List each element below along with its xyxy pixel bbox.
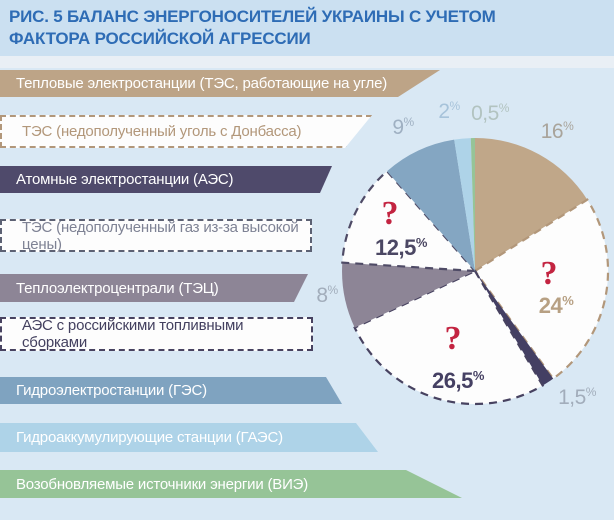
pie-slice-gaes: [454, 138, 475, 271]
pie-value-label-tes-coal: 16%: [541, 119, 574, 143]
pie-value-label-tes-no-gas: 12,5%: [375, 235, 428, 260]
pie-slice-ges: [387, 139, 475, 271]
pie-value-label-aes-rus-fuel: 26,5%: [432, 368, 485, 393]
pie-value-label-tes-no-coal: 24%: [539, 293, 574, 318]
question-mark-tes-no-gas: ?: [382, 195, 399, 232]
pie-value-label-vie: 0,5%: [471, 101, 510, 125]
pie-value-label-gaes: 2%: [438, 99, 460, 123]
pie-slice-aes-rus-fuel: [353, 269, 545, 406]
legend-item-aes-rus-fuel: АЭС с российскими топливными сборками: [0, 317, 313, 351]
legend-label: Теплоэлектроцентрали (ТЭЦ): [16, 279, 219, 297]
pie-slice-aes: [475, 271, 554, 386]
legend-label: Гидроаккумулирующие станции (ГАЭС): [16, 429, 283, 446]
legend-item-tes-coal: Тепловые электростанции (ТЭС, работающие…: [0, 70, 440, 97]
question-mark-aes-rus-fuel: ?: [445, 320, 462, 357]
legend-item-vie: Возобновляемые источники энергии (ВИЭ): [0, 470, 462, 498]
legend-label: Атомные электростанции (АЭС): [16, 171, 234, 188]
legend-item-tes-no-coal: ТЭС (недополученный уголь с Донбасса): [0, 115, 372, 148]
legend-item-ges: Гидроэлектростанции (ГЭС): [0, 377, 342, 404]
figure-title: РИС. 5 БАЛАНС ЭНЕРГОНОСИТЕЛЕЙ УКРАИНЫ С …: [9, 7, 496, 49]
legend-label: ТЭС (недополученный газ из-за высокой це…: [22, 218, 299, 253]
legend-label: Возобновляемые источники энергии (ВИЭ): [16, 475, 309, 493]
legend-label: Тепловые электростанции (ТЭС, работающие…: [16, 75, 388, 92]
question-mark-tes-no-coal: ?: [541, 255, 558, 292]
title-divider: [0, 56, 614, 68]
legend-item-tes-no-gas: ТЭС (недополученный газ из-за высокой це…: [0, 218, 312, 253]
pie-value-label-ges: 9%: [392, 115, 414, 139]
legend-label: ТЭС (недополученный уголь с Донбасса): [22, 123, 302, 140]
pie-slice-tec: [342, 262, 475, 328]
legend-item-aes: Атомные электростанции (АЭС): [0, 166, 332, 193]
pie-slice-vie: [470, 138, 475, 271]
figure-title-strip: РИС. 5 БАЛАНС ЭНЕРГОНОСИТЕЛЕЙ УКРАИНЫ С …: [0, 0, 614, 56]
pie-slice-tes-no-gas: [341, 169, 478, 273]
pie-slice-tes-coal: [475, 138, 588, 271]
legend-item-tec: Теплоэлектроцентрали (ТЭЦ): [0, 274, 308, 302]
pie-value-label-aes: 1,5%: [558, 385, 597, 409]
legend-item-gaes: Гидроаккумулирующие станции (ГАЭС): [0, 423, 378, 452]
pie-value-label-tec: 8%: [316, 283, 338, 307]
legend-label: АЭС с российскими топливными сборками: [22, 317, 244, 351]
legend-label: Гидроэлектростанции (ГЭС): [16, 382, 207, 399]
pie-slice-tes-no-coal: [473, 198, 610, 381]
